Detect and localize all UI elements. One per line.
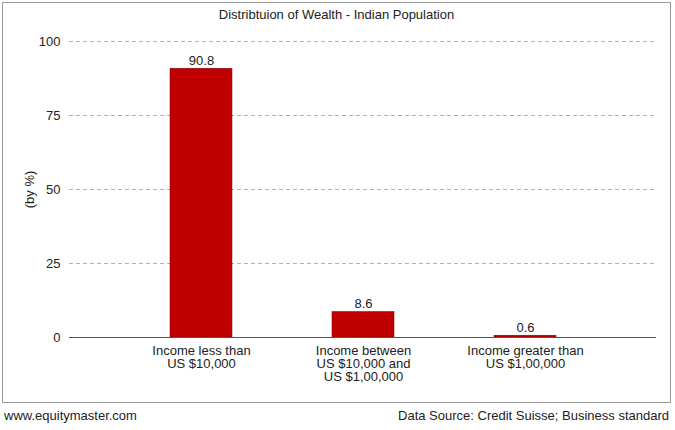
svg-text:0.6: 0.6 bbox=[516, 320, 534, 335]
svg-text:90.8: 90.8 bbox=[189, 53, 214, 68]
html-text:Distribtuion of Wealth - India: Distribtuion of Wealth - Indian Populati… bbox=[218, 7, 455, 22]
svg-text:Income betweenUS $10,000 andUS: Income betweenUS $10,000 andUS $1,00,000 bbox=[316, 343, 411, 384]
svg-text:Income greater thanUS $1,00,00: Income greater thanUS $1,00,000 bbox=[467, 343, 583, 371]
svg-text:75: 75 bbox=[46, 108, 60, 123]
html-text:www.equitymaster.com: www.equitymaster.com bbox=[4, 408, 137, 423]
svg-text:50: 50 bbox=[46, 182, 60, 197]
svg-text:8.6: 8.6 bbox=[354, 296, 372, 311]
html-text:Data Source: Credit Suisse; Bu: Data Source: Credit Suisse; Business sta… bbox=[398, 408, 669, 423]
svg-text:100: 100 bbox=[39, 34, 61, 49]
svg-text:Income less thanUS $10,000: Income less thanUS $10,000 bbox=[152, 343, 250, 371]
svg-text:0: 0 bbox=[53, 330, 60, 345]
svg-text:25: 25 bbox=[46, 256, 60, 271]
svg-text:(by %): (by %) bbox=[22, 171, 37, 209]
